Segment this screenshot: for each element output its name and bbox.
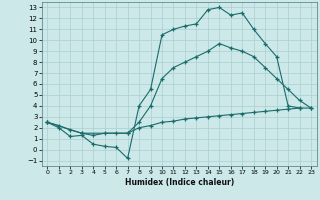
- X-axis label: Humidex (Indice chaleur): Humidex (Indice chaleur): [124, 178, 234, 187]
